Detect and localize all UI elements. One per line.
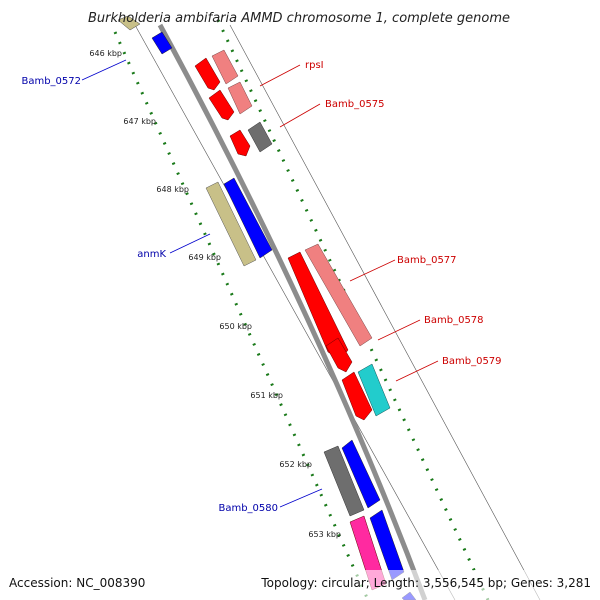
gene-label[interactable]: Bamb_0572 [21,76,81,87]
tick-label: 653 kbp [308,530,341,539]
genome-title: Burkholderia ambifaria AMMD chromosome 1… [88,11,510,26]
cds-olive-anmK[interactable] [205,181,257,267]
tick-label: 650 kbp [219,322,252,331]
gene-label[interactable]: Bamb_0580 [218,503,278,514]
cds-grey-0580[interactable] [323,445,365,517]
cds-salmon-rpsI[interactable] [211,49,239,85]
cds-red-0579[interactable] [341,371,373,421]
leader-lines [81,59,439,508]
tick-label: 648 kbp [156,185,189,194]
cds-red-0575a[interactable] [208,89,235,121]
cds-features [117,15,417,600]
cds-blue-0580a[interactable] [341,439,381,509]
cds-cyan-0579[interactable] [357,363,391,417]
gene-labels: Bamb_0572 rpsI Bamb_0575 anmK Bamb_0577 … [21,60,501,514]
gene-label[interactable]: Bamb_0575 [325,99,385,110]
lane-line-left [134,24,456,600]
lane-line-mid [229,24,541,600]
cds-blue-anmK[interactable] [223,177,273,259]
footer-background [0,570,600,600]
gene-label[interactable]: Bamb_0579 [442,356,502,367]
tick-label: 649 kbp [188,253,221,262]
gene-label[interactable]: rpsI [305,60,324,71]
genome-backbone [157,23,428,600]
cds-salmon-0575a[interactable] [227,81,253,115]
gc-track-left [113,31,370,600]
tick-label: 647 kbp [123,117,156,126]
genome-summary-text: Topology: circular; Length: 3,556,545 bp… [260,576,591,590]
cds-red-rpsI[interactable] [194,57,221,91]
cds-blue-top[interactable] [151,31,173,55]
cds-salmon-0577[interactable] [304,243,373,347]
tick-label: 651 kbp [250,391,283,400]
accession-text: Accession: NC_008390 [9,576,145,590]
gene-label[interactable]: anmK [137,249,166,260]
cds-red-0575[interactable] [229,129,251,157]
cds-grey-0575[interactable] [247,121,273,153]
cds-red-0578[interactable] [325,337,353,373]
tick-label: 652 kbp [279,460,312,469]
cds-olive-top[interactable] [117,15,141,31]
tick-labels: 646 kbp 647 kbp 648 kbp 649 kbp 650 kbp … [89,49,341,539]
gene-label[interactable]: Bamb_0577 [397,255,457,266]
tick-label: 646 kbp [89,49,122,58]
gene-label[interactable]: Bamb_0578 [424,315,484,326]
